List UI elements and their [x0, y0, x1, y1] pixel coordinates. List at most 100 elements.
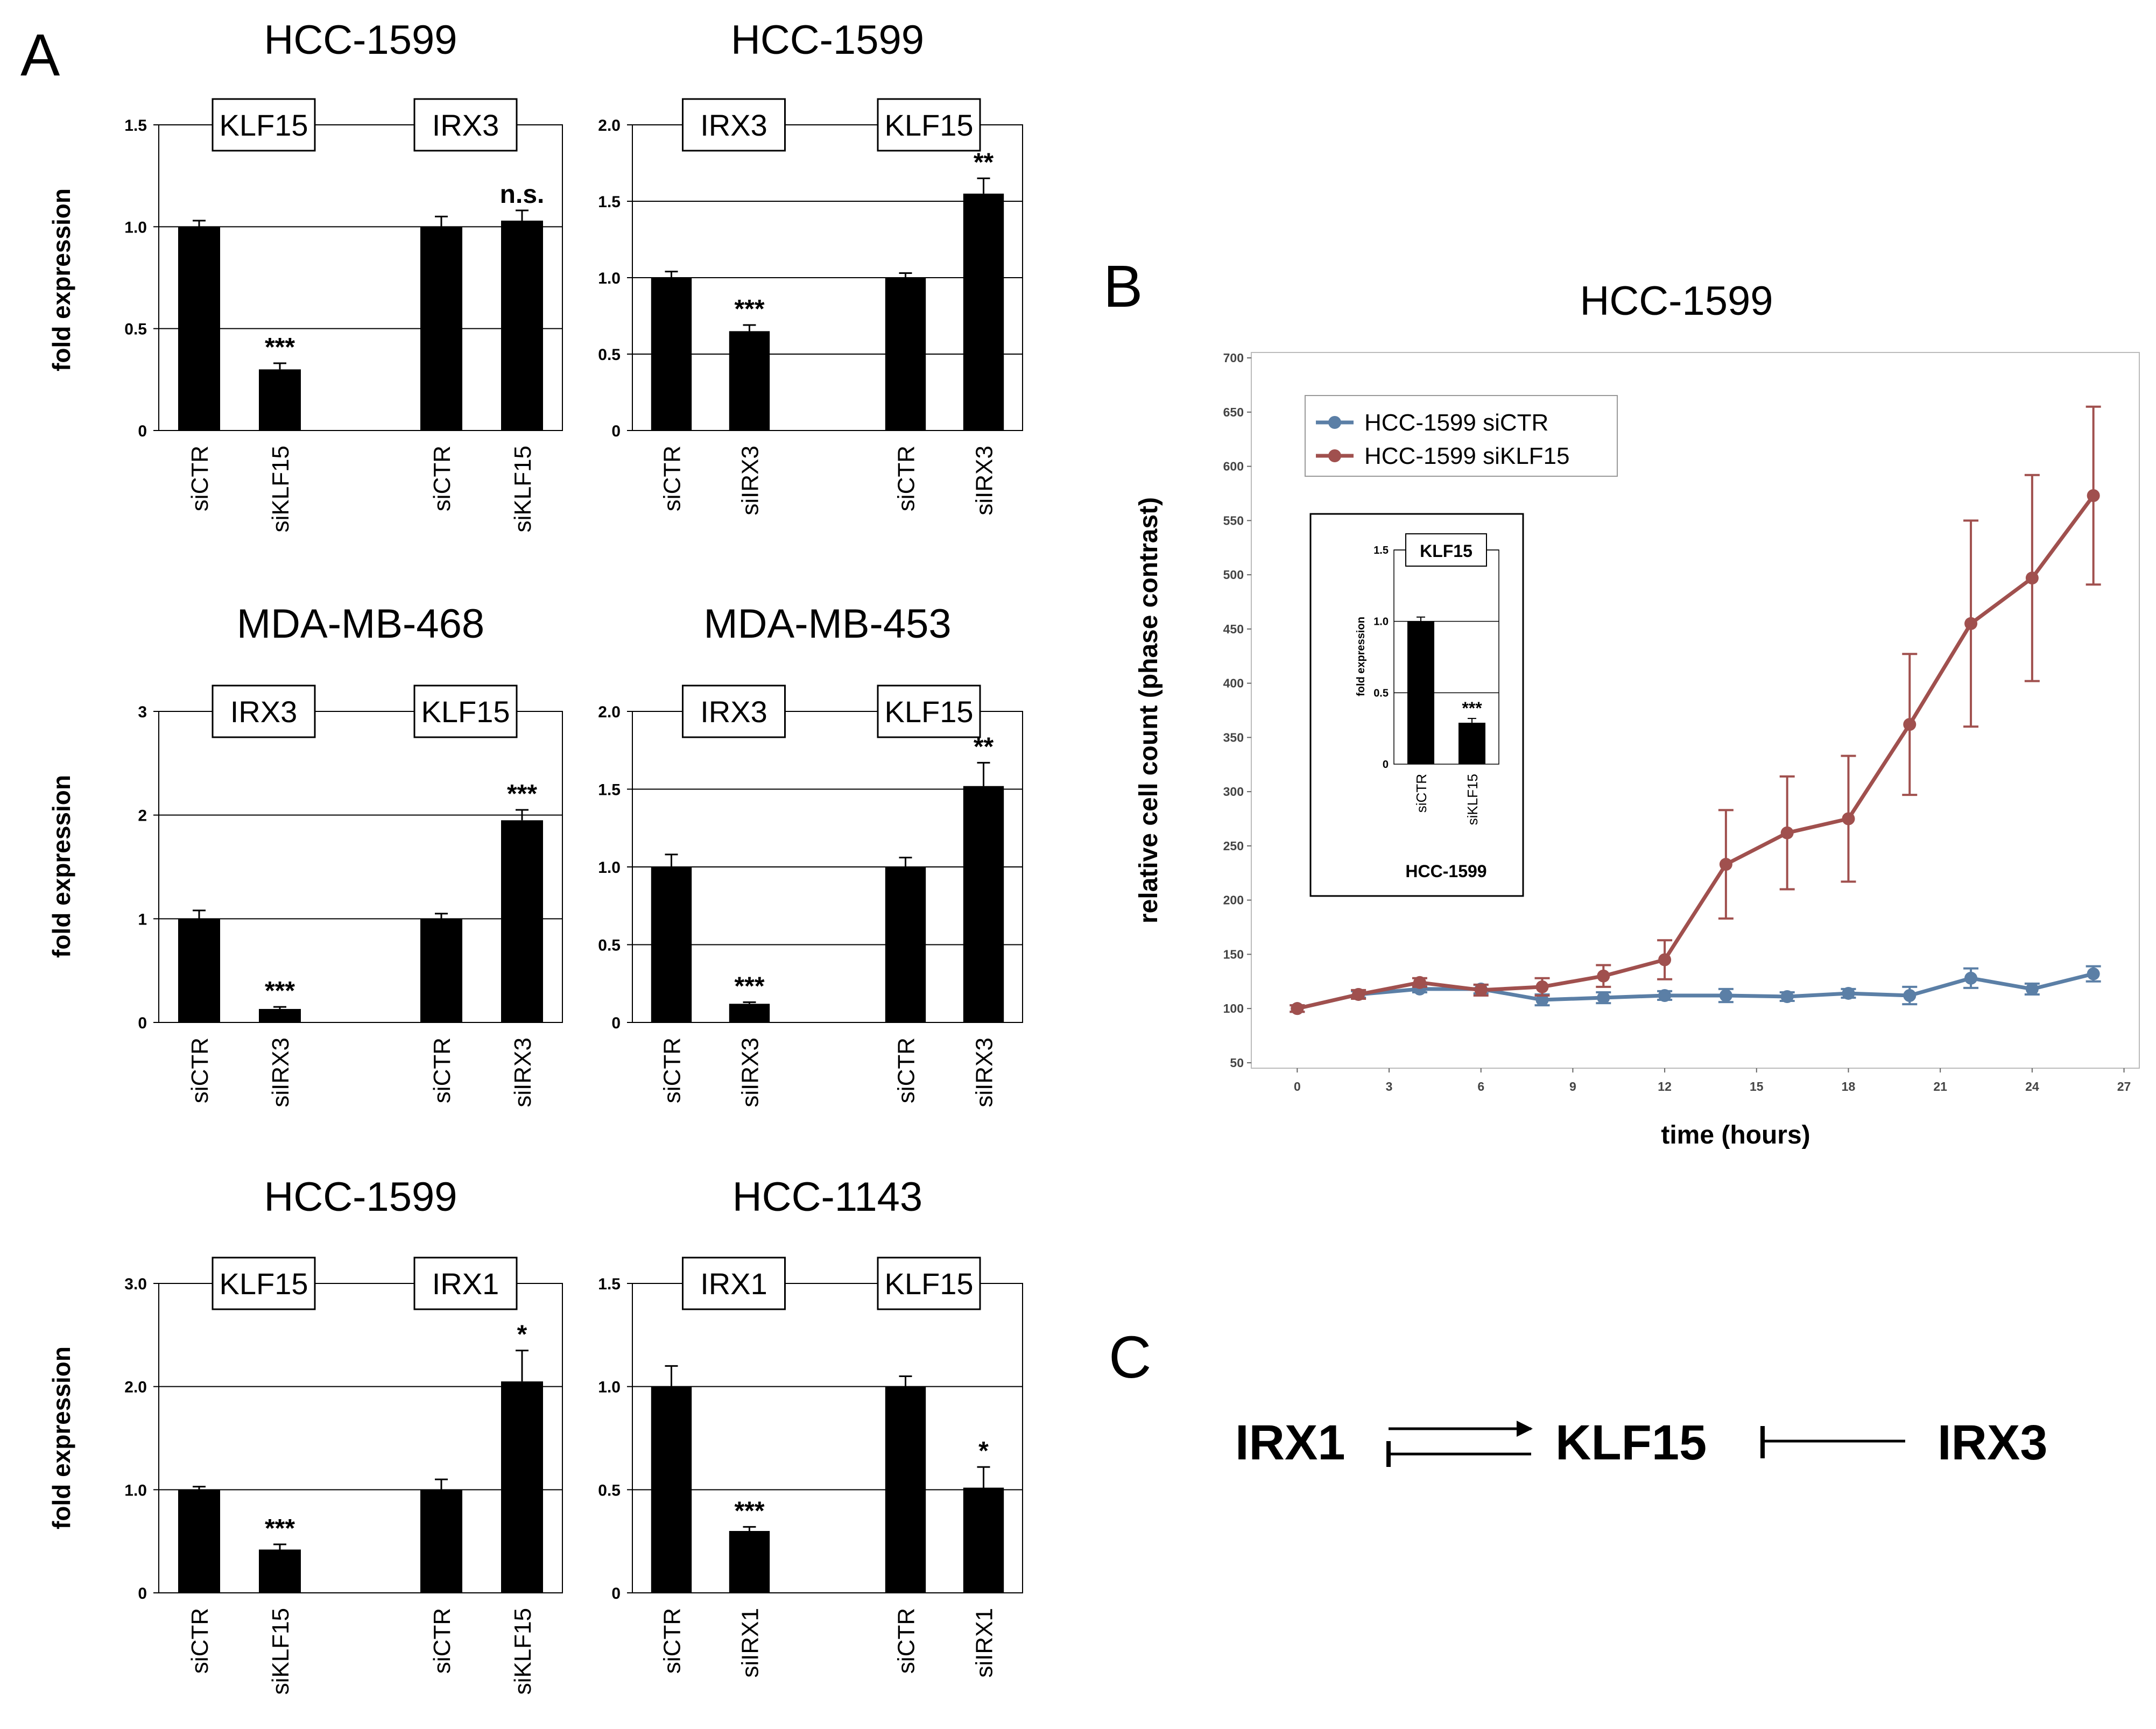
gene-label: IRX3: [700, 695, 767, 729]
data-point: [2025, 982, 2039, 996]
series-line: [1297, 972, 2094, 1011]
legend-label: HCC-1599 siKLF15: [1364, 443, 1570, 469]
legend-label: HCC-1599 siCTR: [1364, 410, 1548, 436]
bar: [885, 278, 926, 431]
data-point: [1658, 953, 1672, 966]
bar-chart-hcc1599-irx3-klf15: HCC-1599 0 0.5 1.0 1.5 2.0 IRX3 siCTR *** siIRX3 K…: [598, 17, 1023, 516]
y-tick-label: 0: [611, 422, 621, 440]
category-label: siCTR: [659, 446, 686, 511]
x-tick-label: 6: [1477, 1079, 1484, 1093]
bar: [885, 867, 926, 1022]
chart-title: HCC-1599: [264, 17, 457, 63]
y-tick-label: 450: [1223, 622, 1244, 636]
chart-title: HCC-1599: [731, 17, 924, 63]
bar: [420, 1490, 462, 1593]
y-tick-label: 550: [1223, 513, 1244, 527]
data-point: [1597, 991, 1610, 1005]
gene-label-box: [877, 684, 981, 738]
gene-label: KLF15: [220, 108, 308, 142]
data-point: [2087, 967, 2100, 980]
y-tick-label: 1.0: [598, 1379, 621, 1396]
significance-label: ***: [734, 1497, 764, 1525]
x-tick-label: 27: [2117, 1079, 2131, 1093]
category-label: siCTR: [187, 1038, 213, 1103]
category-label: siCTR: [659, 1608, 686, 1674]
y-tick-label: 1.0: [124, 218, 147, 236]
bar: [501, 1381, 543, 1593]
y-tick-label: 150: [1223, 947, 1244, 961]
legend: HCC-1599 siCTR HCC-1599 siKLF15: [1305, 395, 1618, 477]
data-point: [1903, 718, 1917, 731]
x-tick-label: 0: [1294, 1079, 1301, 1093]
significance-label: **: [974, 148, 994, 177]
y-axis-label: fold expression: [1355, 617, 1367, 696]
category-label: siKLF15: [510, 446, 536, 532]
bar-chart-hcc1143: HCC-1143 0 0.5 1.0 1.5 IRX1 siCTR *** siIRX1 KLF1…: [598, 1174, 1023, 1678]
y-axis-label: fold expression: [47, 188, 75, 371]
x-tick-label: 9: [1569, 1079, 1576, 1093]
gene-label-box: [212, 684, 316, 738]
y-tick-label: 500: [1223, 568, 1244, 582]
bar: [178, 1490, 220, 1593]
y-tick-label: 0: [611, 1014, 621, 1032]
x-tick-label: 21: [1933, 1079, 1947, 1093]
plot-frame: [158, 711, 563, 1023]
diagram-irx3: IRX3: [1937, 1415, 2048, 1470]
data-point: [1964, 971, 1978, 985]
y-tick-label: 1.5: [598, 193, 621, 211]
legend-frame: [1305, 395, 1618, 477]
y-tick-label: 200: [1223, 893, 1244, 907]
plot-frame: [632, 124, 1023, 431]
y-tick-label: 0: [138, 1585, 147, 1603]
category-label: siCTR: [429, 1038, 455, 1103]
category-label: siKLF15: [267, 1608, 294, 1695]
y-tick-label: 1.0: [598, 859, 621, 877]
bar: [651, 867, 692, 1022]
data-point: [1291, 1002, 1304, 1015]
series-line: [1297, 494, 2095, 1011]
gene-label-box: [413, 684, 518, 738]
chart-title: HCC-1143: [732, 1174, 922, 1220]
bar-chart-hcc1599-klf15-irx3: HCC-1599 fold expression 0 0.5 1.0 1.5 KLF15 si…: [47, 17, 563, 532]
gene-label: KLF15: [885, 108, 974, 142]
y-tick-label: 0.5: [598, 346, 621, 364]
bar: [963, 1487, 1004, 1593]
gene-label-box: [413, 1257, 518, 1310]
data-point: [1474, 983, 1488, 997]
inset-cell-line-label: HCC-1599: [1405, 862, 1486, 881]
y-tick-label: 50: [1230, 1056, 1244, 1070]
y-tick-label: 0.5: [124, 321, 147, 338]
gene-label-box: [413, 98, 518, 152]
data-point: [1597, 969, 1610, 983]
y-tick-label: 3: [138, 703, 147, 721]
gene-label-box: [877, 98, 981, 152]
data-point: [1903, 989, 1917, 1002]
gene-label-box: [682, 684, 786, 738]
category-label: siCTR: [1413, 774, 1429, 813]
category-label: siCTR: [429, 446, 455, 511]
y-tick-label: 2.0: [598, 703, 621, 721]
legend-swatch-marker: [1328, 449, 1341, 462]
inset-bar-chart-klf15: 0 0.5 1.0 1.5 KLF15 fold expression siCTR *** si…: [1309, 513, 1524, 897]
bar: [651, 278, 692, 431]
bar: [259, 1549, 301, 1593]
y-tick-label: 400: [1223, 676, 1244, 690]
bar: [963, 193, 1004, 431]
bar: [885, 1386, 926, 1593]
data-point: [1719, 989, 1732, 1002]
category-label: siCTR: [187, 446, 213, 511]
y-axis-label: fold expression: [47, 775, 75, 958]
plot-frame: [158, 1283, 563, 1593]
gene-label-box: [1405, 533, 1487, 567]
significance-label: *: [517, 1321, 527, 1349]
bar: [729, 331, 770, 431]
data-point: [1658, 989, 1672, 1002]
significance-label: ***: [265, 333, 295, 362]
bar: [178, 919, 220, 1022]
category-label: siIRX3: [267, 1038, 294, 1107]
y-tick-label: 1.0: [598, 270, 621, 287]
y-tick-label: 100: [1223, 1001, 1244, 1015]
bar: [420, 227, 462, 431]
y-tick-label: 0.5: [598, 1481, 621, 1499]
